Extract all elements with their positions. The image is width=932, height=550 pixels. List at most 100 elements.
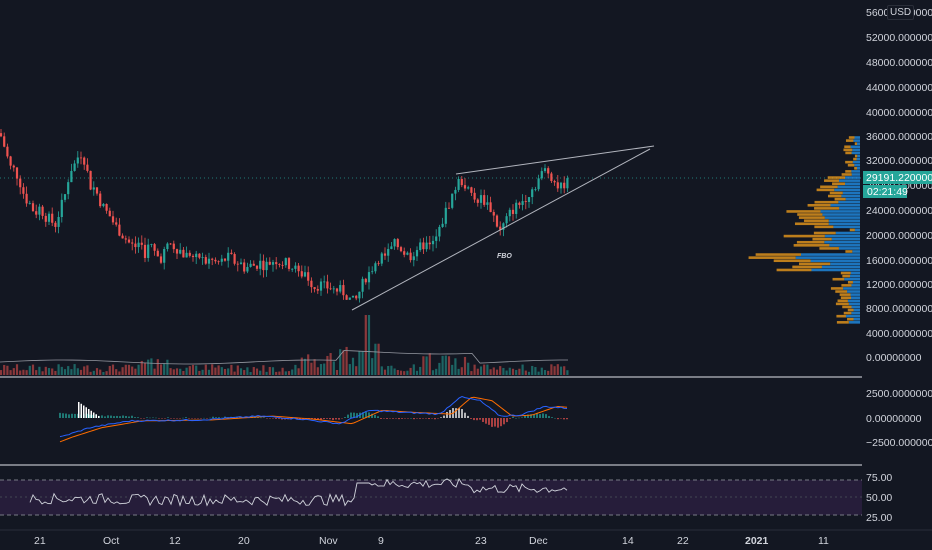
macd-histogram-bar	[131, 415, 133, 418]
volume-profile-up-row	[845, 197, 860, 201]
volume-bar	[323, 363, 326, 375]
volume-bar	[44, 366, 47, 375]
candle-body	[159, 256, 163, 263]
volume-bar	[28, 365, 31, 375]
volume-bar	[188, 366, 191, 375]
volume-bar	[179, 368, 182, 375]
date-axis[interactable]: 21 Oct 12 20 Nov 9 23 Dec 14 22 2021 11	[34, 535, 829, 547]
currency-badge[interactable]: USD	[887, 5, 915, 20]
volume-profile-down-row	[783, 234, 825, 238]
candle-body	[105, 203, 108, 211]
volume-profile-down-row	[844, 145, 851, 149]
candle-body	[179, 249, 182, 254]
volume-profile-down-row	[748, 256, 796, 259]
macd-histogram-bar	[78, 402, 80, 418]
macd-histogram-bar	[404, 418, 406, 419]
candle-body	[236, 263, 239, 265]
volume-bar	[543, 370, 547, 375]
volume-profile-down-row	[832, 182, 845, 186]
volume-profile-up-row	[801, 253, 860, 256]
volume-bar	[31, 364, 35, 375]
macd-histogram-bar	[155, 417, 157, 419]
volume-bar	[479, 366, 483, 375]
candle-body	[470, 187, 473, 193]
volume-bar	[319, 364, 323, 375]
wedge-upper-trendline[interactable]	[455, 145, 655, 175]
volume-bar	[12, 368, 15, 375]
macd-histogram-bar	[182, 417, 184, 419]
macd-histogram-bar	[482, 418, 484, 422]
macd-histogram-bar	[350, 412, 352, 418]
volume-bar	[355, 366, 358, 375]
volume-profile-down-row	[797, 213, 823, 216]
candle-body	[6, 146, 9, 157]
macd-histogram-bar	[386, 418, 388, 419]
macd-tick-label: 0.00000000	[866, 413, 922, 425]
volume-profile-down-row	[807, 203, 831, 207]
macd-histogram-bar	[185, 417, 187, 418]
macd-histogram-bar	[74, 413, 76, 418]
volume-bar	[438, 362, 441, 375]
volume-bar	[335, 370, 339, 375]
candle-body	[15, 167, 19, 179]
macd-histogram-bar	[191, 418, 193, 419]
macd-histogram-bar	[479, 418, 481, 420]
macd-histogram-bar	[356, 413, 358, 418]
macd-histogram-bar	[272, 418, 274, 419]
candle-body	[275, 262, 278, 265]
candle-body	[371, 271, 374, 273]
wedge-lower-trendline[interactable]	[351, 148, 651, 311]
candle-body	[319, 281, 323, 291]
macd-histogram-bar	[326, 418, 328, 419]
candle-body	[351, 295, 355, 298]
macd-histogram-bar	[122, 415, 124, 418]
candle-body	[223, 258, 227, 261]
volume-bar	[19, 370, 22, 375]
macd-histogram-bar	[389, 418, 391, 419]
volume-profile-down-row	[814, 225, 834, 229]
candle-body	[483, 195, 486, 205]
volume-bar	[351, 357, 355, 375]
macd-histogram-bar	[383, 418, 385, 419]
volume-profile-down-row	[847, 308, 854, 312]
volume-profile-up-row	[848, 321, 860, 324]
volume-profile-down-row	[836, 314, 846, 318]
candle-body	[262, 260, 265, 271]
volume-bar	[550, 364, 553, 375]
macd-histogram-bar	[407, 418, 409, 419]
volume-bar	[563, 366, 566, 375]
price-tick-label: 8000.00000000	[866, 303, 932, 315]
candle-body	[35, 211, 38, 215]
macd-histogram-bar	[80, 403, 82, 418]
macd-histogram-bar	[212, 416, 214, 418]
candles[interactable]	[0, 128, 569, 303]
macd-axis[interactable]: 2500.00000000 0.00000000 −2500.00000000	[866, 388, 932, 449]
rsi-axis[interactable]: 75.00 50.00 25.00	[866, 472, 892, 524]
volume-bar	[492, 367, 495, 375]
volume-bar	[457, 368, 460, 375]
volume-profile-up-row	[842, 191, 860, 195]
candle-body	[83, 157, 86, 165]
macd-histogram-bar	[434, 418, 436, 420]
macd-histogram-bar	[518, 417, 520, 419]
volume-profile-up-row	[851, 173, 860, 176]
volume-profile-up-row	[851, 305, 860, 309]
candle-body	[422, 242, 425, 250]
volume-bar	[460, 367, 463, 375]
volume-bar	[102, 371, 105, 375]
macd-histogram-bar	[398, 418, 400, 420]
volume-profile-down-row	[837, 299, 848, 303]
macd-tick-label: 2500.00000000	[866, 388, 932, 400]
candle-body	[86, 164, 89, 171]
volume-profile-down-row	[849, 228, 855, 232]
volume-bar	[169, 368, 172, 375]
candle-body	[396, 239, 399, 248]
candle-body	[99, 193, 102, 207]
volume-bar	[271, 367, 275, 375]
bar-countdown: 02:21:49	[867, 186, 908, 198]
date-label: 22	[677, 535, 689, 547]
candle-body	[310, 280, 313, 288]
macd-histogram-bar	[362, 412, 364, 418]
volume-profile-up-row	[824, 234, 860, 238]
